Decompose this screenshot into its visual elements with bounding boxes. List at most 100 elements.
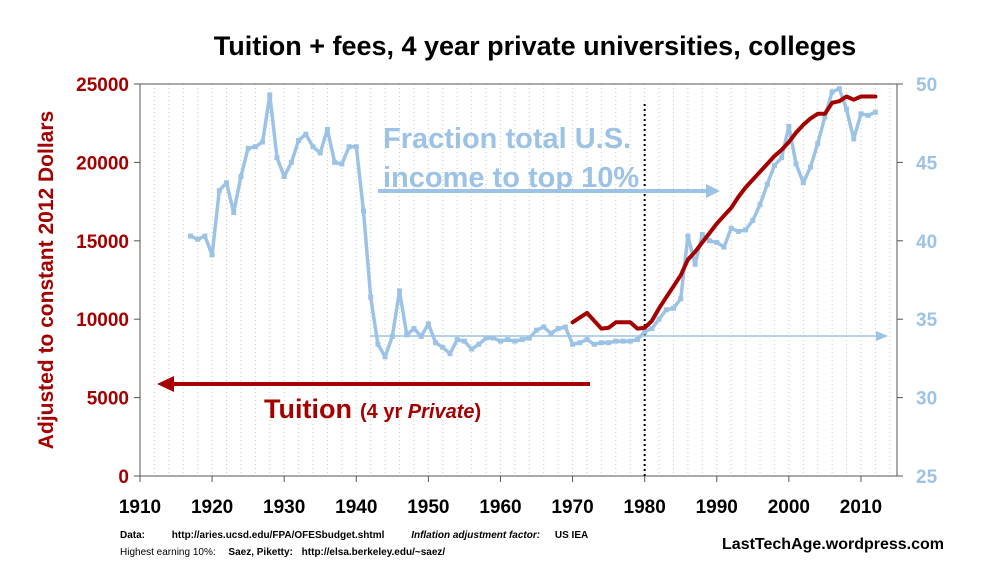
data-point	[534, 327, 540, 333]
data-point	[317, 150, 323, 156]
data-point	[310, 144, 316, 150]
data-point	[288, 159, 294, 165]
footer-inflation-label: Inflation adjustment factor:	[411, 530, 541, 541]
data-point	[202, 233, 208, 239]
data-point	[274, 155, 280, 161]
data-point	[606, 340, 612, 346]
data-point	[433, 340, 439, 346]
footer-inflation-value: US IEA	[554, 530, 589, 541]
y-right-tick-label: 25	[916, 467, 938, 488]
data-point	[252, 144, 258, 150]
footer-top10-line: Highest earning 10%: Saez, Piketty: http…	[120, 547, 445, 558]
data-point	[649, 326, 655, 332]
blue-arrow-right-lower	[370, 331, 888, 341]
data-point	[187, 233, 193, 239]
series-line-tuition	[570, 94, 878, 331]
data-point	[699, 232, 705, 238]
data-point	[461, 338, 467, 344]
y-left-tick-label: 20000	[76, 153, 129, 174]
x-tick-label: 2000	[768, 497, 810, 518]
series-top10-income	[187, 86, 878, 360]
data-point	[735, 228, 741, 234]
data-point	[570, 341, 576, 347]
y-right-tick-label: 50	[916, 75, 937, 96]
x-tick-label: 1940	[335, 497, 377, 518]
data-point	[375, 341, 381, 347]
x-tick-label: 1960	[479, 497, 521, 518]
y-left-tick-label: 25000	[76, 75, 129, 96]
data-point	[497, 338, 503, 344]
data-point	[865, 112, 871, 118]
y-right-tick-label: 35	[916, 310, 938, 331]
data-point	[800, 180, 806, 186]
data-point	[209, 252, 215, 258]
data-point	[339, 161, 345, 167]
data-point	[397, 288, 403, 294]
data-point	[505, 337, 511, 343]
data-point	[822, 114, 828, 120]
chart-title: Tuition + fees, 4 year private universit…	[214, 31, 857, 61]
data-point	[584, 337, 590, 343]
data-point	[519, 337, 525, 343]
data-point	[281, 174, 287, 180]
data-point	[692, 261, 698, 267]
data-point	[656, 316, 662, 322]
annotation-blue-line1: Fraction total U.S.	[383, 123, 631, 155]
y-left-tick-label: 5000	[87, 389, 129, 410]
footer-top10-label: Highest earning 10%:	[120, 547, 216, 558]
data-point	[195, 236, 201, 242]
x-axis: 1910 1920 1930 1940 1950 1960 1970 1980 1990 2000…	[119, 476, 882, 518]
red-arrow-left	[157, 376, 590, 392]
x-tick-label: 1990	[696, 497, 738, 518]
y-right-tick-label: 30	[916, 389, 937, 410]
data-point	[743, 227, 749, 233]
data-point	[231, 210, 237, 216]
data-point	[555, 326, 561, 332]
data-point	[440, 344, 446, 350]
x-tick-label: 1920	[191, 497, 233, 518]
footer-data-url[interactable]: http://aries.ucsd.edu/FPA/OFESbudget.sht…	[171, 530, 385, 541]
data-point	[490, 335, 496, 341]
annotation-tuition-main: Tuition	[264, 394, 352, 424]
data-point	[469, 346, 475, 352]
x-tick-label: 1910	[119, 497, 161, 518]
data-point	[346, 144, 352, 150]
data-point	[260, 139, 266, 145]
data-point	[634, 337, 640, 343]
data-point	[779, 155, 785, 161]
plot-frame	[139, 83, 898, 477]
data-point	[627, 338, 633, 344]
x-tick-label: 1980	[624, 497, 666, 518]
data-point	[836, 86, 842, 92]
data-point	[224, 180, 230, 186]
data-point	[512, 338, 518, 344]
blue-arrow-right-upper	[378, 184, 720, 198]
footer-data-line: Data: http://aries.ucsd.edu/FPA/OFESbudg…	[120, 530, 588, 541]
data-point	[447, 351, 453, 357]
data-point	[714, 239, 720, 245]
data-point	[771, 163, 777, 169]
data-point	[418, 333, 424, 339]
data-point	[707, 238, 713, 244]
y-left-tick-label: 0	[118, 467, 129, 488]
site-credit[interactable]: LastTechAge.wordpress.com	[722, 536, 944, 553]
data-point	[807, 164, 813, 170]
y-left-tick-label: 10000	[76, 310, 129, 331]
data-point	[476, 341, 482, 347]
data-point	[642, 329, 648, 335]
data-point	[786, 123, 792, 129]
y-axis-right: 25 30 35 40 45 50	[897, 75, 938, 488]
data-point	[577, 340, 583, 346]
data-point	[728, 225, 734, 231]
y-right-tick-label: 40	[916, 232, 937, 253]
x-tick-label: 1970	[551, 497, 593, 518]
data-point	[598, 340, 604, 346]
data-point	[404, 332, 410, 338]
data-point	[764, 181, 770, 187]
footer-top10-url[interactable]: http://elsa.berkeley.edu/~saez/	[301, 547, 446, 558]
data-point	[721, 244, 727, 250]
data-point	[296, 137, 302, 143]
data-point	[303, 131, 309, 137]
data-point	[548, 330, 554, 336]
data-point	[353, 144, 359, 150]
